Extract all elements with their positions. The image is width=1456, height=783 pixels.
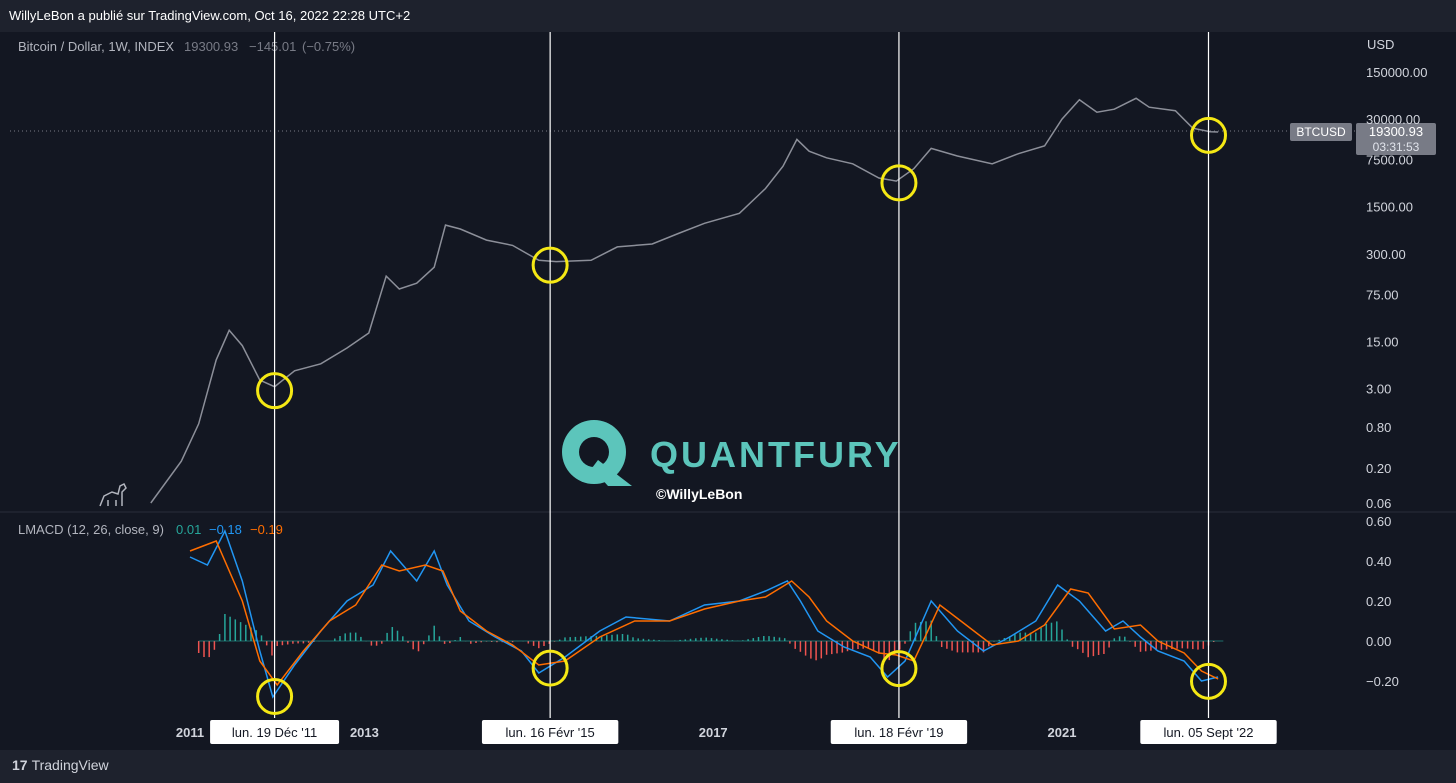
price-axis-tick: 75.00 <box>1366 287 1399 302</box>
macd-legend-title: LMACD (12, 26, close, 9) <box>18 522 164 537</box>
price-highlight-circle <box>1189 116 1227 154</box>
macd-highlight-circle <box>256 677 294 715</box>
signal-series-line <box>189 540 1219 687</box>
price-tag-countdown: 03:31:53 <box>1373 140 1420 154</box>
published-header: WillyLeBon a publié sur TradingView.com,… <box>0 0 1456 32</box>
dinosaur-icon <box>99 482 127 507</box>
macd-axis-tick: −0.20 <box>1366 674 1399 689</box>
price-axis-tick: 15.00 <box>1366 334 1399 349</box>
price-axis-tick: 1500.00 <box>1366 200 1413 215</box>
time-axis-date-tag: lun. 19 Déc '11 <box>232 725 317 740</box>
marker-vertical-lines <box>273 32 1210 718</box>
price-axis-tick: 150000.00 <box>1366 65 1427 80</box>
price-highlight-circle <box>531 246 569 284</box>
macd-legend-signal: −0.19 <box>250 522 283 537</box>
price-axis-tick: 0.80 <box>1366 420 1391 435</box>
time-axis-year-label: 2021 <box>1048 725 1077 740</box>
price-axis-tick: 0.06 <box>1366 496 1391 511</box>
price-legend-title: Bitcoin / Dollar, 1W, INDEX <box>18 39 174 54</box>
price-axis-tick: 3.00 <box>1366 382 1391 397</box>
macd-legend-macd: −0.18 <box>209 522 242 537</box>
macd-legend-hist: 0.01 <box>176 522 201 537</box>
time-axis-date-tag-bg <box>1140 720 1277 744</box>
time-axis-year-label: 2011 <box>176 725 204 740</box>
tradingview-logo[interactable]: 17 TradingView <box>12 757 109 773</box>
time-axis-year-label: 2013 <box>350 725 379 740</box>
time-axis-date-tag-bg <box>481 720 619 744</box>
price-tag-value: 19300.93 <box>1369 124 1423 139</box>
macd-series-line <box>189 529 1219 699</box>
price-tag-bg <box>1356 123 1436 155</box>
macd-highlight-circle <box>531 649 569 687</box>
quantfury-logo-mark-tail <box>592 460 632 486</box>
symbol-tag-bg <box>1290 123 1352 141</box>
macd-axis: 0.60 0.40 0.20 0.00 −0.20 <box>1366 514 1399 689</box>
quantfury-logo <box>562 420 632 486</box>
tv-icon: 17 <box>12 757 28 773</box>
price-axis-tick: 0.20 <box>1366 461 1391 476</box>
macd-axis-tick: 0.00 <box>1366 634 1391 649</box>
symbol-tag: BTCUSD <box>1296 125 1346 139</box>
price-axis-tick: 300.00 <box>1366 247 1406 262</box>
price-legend-close: 19300.93 <box>184 39 238 54</box>
price-highlight-circle <box>256 372 294 410</box>
y-axis-unit: USD <box>1367 37 1394 52</box>
price-legend-change-pct: (−0.75%) <box>302 39 355 54</box>
price-axis-tick: 7500.00 <box>1366 153 1413 168</box>
time-axis-date-tag-bg <box>210 720 340 744</box>
time-axis-year-label: 2017 <box>699 725 728 740</box>
tradingview-logo-text: TradingView <box>31 757 109 773</box>
macd-axis-tick: 0.40 <box>1366 554 1391 569</box>
watermark-handle: ©WillyLeBon <box>656 486 742 502</box>
time-axis-date-tag: lun. 16 Févr '15 <box>506 725 595 740</box>
macd-axis-tick: 0.20 <box>1366 594 1391 609</box>
time-axis-date-tag: lun. 05 Sept '22 <box>1164 725 1254 740</box>
price-series-line <box>150 97 1219 504</box>
price-axis-tick: 30000.00 <box>1366 112 1420 127</box>
macd-histogram <box>197 614 1224 661</box>
price-legend-change: −145.01 <box>249 39 296 54</box>
quantfury-wordmark: QUANTFURY <box>650 434 902 475</box>
time-axis-date-tag-bg <box>830 720 968 744</box>
time-axis: 2011 2013 2017 2021 lun. 19 Déc '11 lun. 16 F… <box>176 720 1277 744</box>
highlight-circles <box>256 116 1227 715</box>
footer: 17 TradingView <box>0 750 1456 783</box>
price-highlight-circle <box>880 164 918 202</box>
price-axis: 150000.00 30000.00 7500.00 1500.00 300.00 75.… <box>1366 65 1427 511</box>
macd-highlight-circle <box>1189 662 1227 700</box>
macd-axis-tick: 0.60 <box>1366 514 1391 529</box>
macd-highlight-circle <box>880 650 918 688</box>
quantfury-logo-mark-hole <box>579 437 609 467</box>
time-axis-date-tag: lun. 18 Févr '19 <box>854 725 943 740</box>
